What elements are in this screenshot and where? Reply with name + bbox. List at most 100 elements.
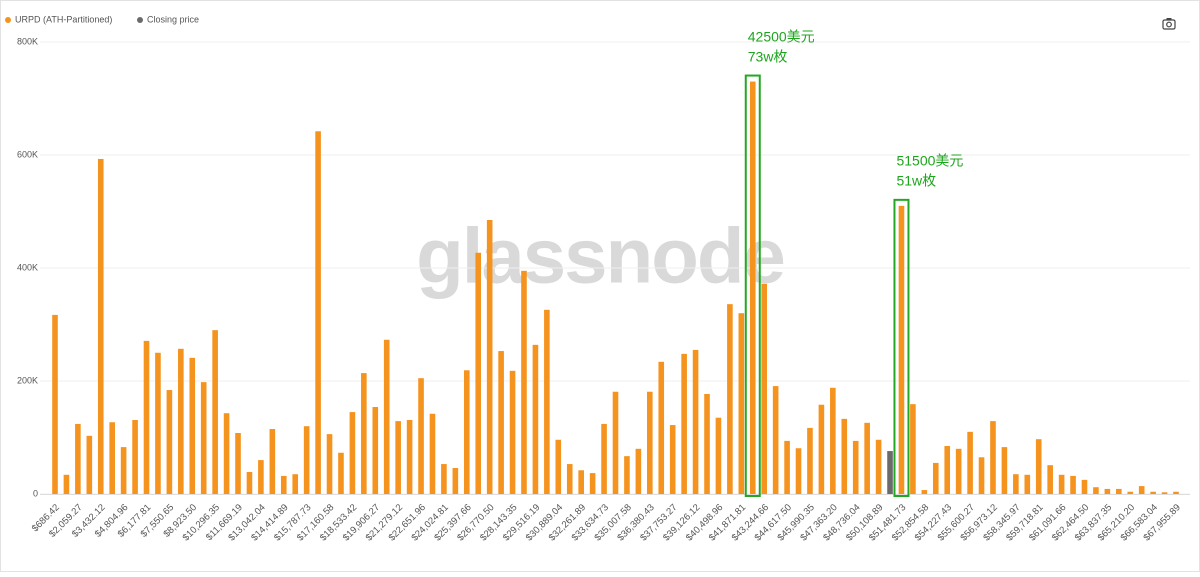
highlight-box <box>744 74 761 498</box>
bar <box>1047 465 1053 494</box>
bar <box>1173 491 1179 494</box>
bar <box>452 468 459 494</box>
bar <box>669 425 676 494</box>
bar <box>86 435 93 494</box>
bar <box>1093 487 1099 494</box>
bar <box>784 440 790 494</box>
bar <box>532 344 539 494</box>
bar <box>704 393 710 494</box>
bar <box>1024 474 1031 494</box>
bar <box>109 422 115 494</box>
bar <box>441 464 447 494</box>
bar <box>544 309 550 494</box>
bar <box>418 378 424 494</box>
bar <box>212 330 218 494</box>
bar <box>223 413 230 494</box>
bar <box>486 219 493 494</box>
legend-swatch <box>137 17 143 23</box>
bar <box>1001 447 1008 494</box>
bar <box>795 448 802 494</box>
bar <box>692 349 699 494</box>
camera-icon[interactable] <box>1162 18 1176 30</box>
bar <box>612 391 619 494</box>
bar <box>1104 488 1111 494</box>
annotation: 51500美元 <box>896 153 963 169</box>
bar <box>807 427 813 494</box>
bar <box>1058 474 1065 494</box>
bar <box>955 448 962 494</box>
legend-label: URPD (ATH-Partitioned) <box>15 14 112 24</box>
bar <box>932 462 939 494</box>
y-tick-label: 200K <box>17 375 38 385</box>
bar <box>475 252 482 494</box>
bar <box>235 432 241 494</box>
bar <box>1081 479 1088 494</box>
bar <box>589 473 596 494</box>
bar <box>406 419 413 494</box>
bar <box>818 404 825 494</box>
y-tick-label: 0 <box>33 488 38 498</box>
annotation: 51w枚 <box>896 173 936 189</box>
bar <box>280 475 287 494</box>
bar <box>326 434 333 494</box>
bar <box>578 470 584 494</box>
legend-label: Closing price <box>147 14 199 24</box>
bar <box>967 431 973 494</box>
legend-swatch <box>5 17 11 23</box>
bar <box>269 429 276 494</box>
bar <box>921 490 928 494</box>
bar <box>727 304 733 494</box>
bar <box>624 456 630 494</box>
bar <box>429 413 436 494</box>
bar <box>1070 475 1076 494</box>
bar <box>910 404 916 494</box>
bar <box>1127 491 1134 494</box>
bar <box>761 283 768 494</box>
bar <box>566 464 573 494</box>
bar <box>246 471 253 494</box>
bar <box>749 81 756 495</box>
watermark: glassnode <box>416 212 784 300</box>
bar <box>383 339 390 494</box>
bar <box>75 423 81 494</box>
y-tick-label: 600K <box>17 149 38 159</box>
bar <box>521 270 527 494</box>
bar <box>258 460 264 494</box>
bar <box>635 448 642 494</box>
y-tick-label: 400K <box>17 262 38 272</box>
bar <box>978 457 985 494</box>
bar <box>178 348 184 494</box>
bar <box>1013 474 1019 494</box>
bar <box>315 131 321 494</box>
bar <box>498 351 504 494</box>
bar <box>338 452 344 494</box>
annotation: 42500美元 <box>748 28 815 44</box>
bar <box>715 417 722 494</box>
bar <box>97 158 104 494</box>
bar <box>200 382 207 494</box>
bar <box>647 391 653 494</box>
bar <box>1116 488 1122 494</box>
annotation: 73w枚 <box>748 48 788 64</box>
bar <box>292 474 299 494</box>
bar <box>841 418 848 494</box>
bar <box>681 353 687 494</box>
bar <box>189 357 196 494</box>
bar <box>772 386 779 494</box>
bar <box>143 340 150 494</box>
bar <box>395 421 401 494</box>
bar <box>887 451 893 494</box>
bar <box>555 439 562 494</box>
highlight-box <box>893 198 910 497</box>
bar <box>155 352 161 494</box>
bar <box>1138 486 1145 494</box>
bar <box>852 440 859 494</box>
bar <box>1035 439 1042 494</box>
bar <box>463 370 470 494</box>
bar <box>898 205 905 494</box>
bar <box>601 423 607 494</box>
bar <box>990 421 996 494</box>
y-tick-label: 800K <box>17 36 38 46</box>
